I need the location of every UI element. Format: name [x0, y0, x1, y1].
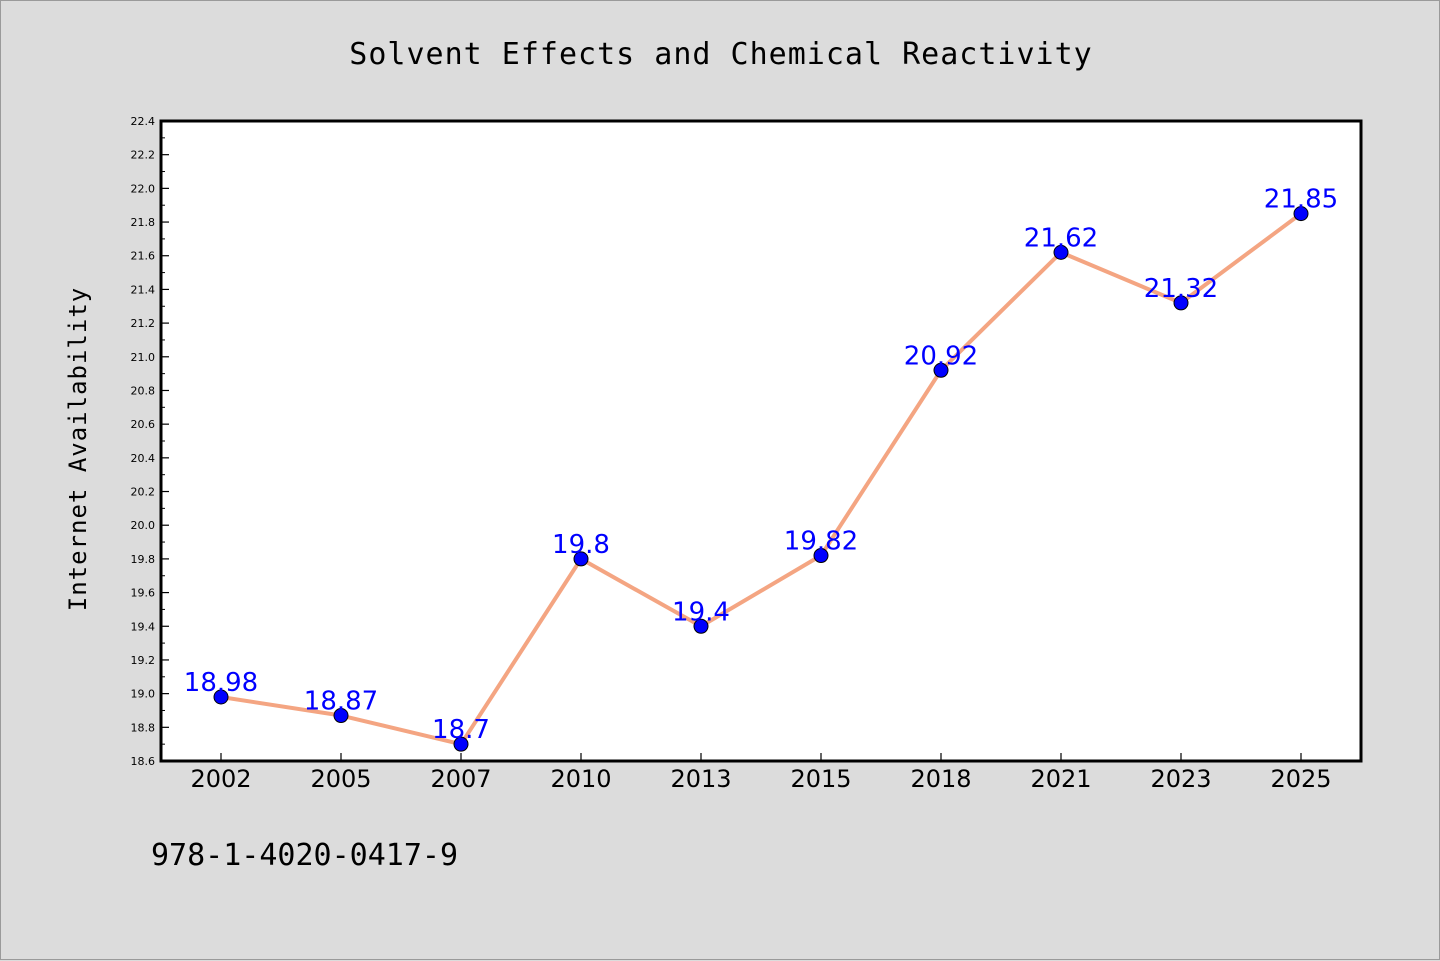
data-point — [1173, 295, 1189, 311]
x-tick-label: 2010 — [550, 765, 611, 793]
x-tick-label: 2007 — [430, 765, 491, 793]
data-point — [573, 551, 589, 567]
data-label: 18.98 — [184, 668, 258, 698]
data-label: 18.87 — [304, 687, 378, 717]
y-tick-label: 22.4 — [131, 115, 156, 128]
data-point — [333, 708, 349, 724]
series-layer: 18.98 18.87 18.7 19.8 19.4 19.82 20.92 21.62 21.… — [184, 185, 1338, 752]
x-tick-label: 2021 — [1030, 765, 1091, 793]
data-point — [213, 689, 229, 705]
y-tick-label: 21.6 — [131, 250, 156, 263]
y-tick-label: 19.4 — [131, 620, 156, 633]
y-tick-label: 21.4 — [131, 283, 156, 296]
data-point — [933, 362, 949, 378]
data-point — [1053, 244, 1069, 260]
x-tick-label: 2025 — [1270, 765, 1331, 793]
data-label: 19.4 — [672, 597, 730, 627]
data-label: 21.62 — [1024, 223, 1098, 253]
y-tick-label: 19.2 — [131, 654, 156, 667]
data-label: 18.7 — [432, 715, 490, 745]
x-tick-label: 2015 — [790, 765, 851, 793]
series-line — [220, 212, 1303, 747]
data-point — [453, 736, 469, 752]
y-tick-label: 21.8 — [131, 216, 156, 229]
y-tick-label: 18.6 — [131, 755, 156, 768]
data-point — [813, 548, 829, 564]
y-axis-label: Internet Availability — [64, 287, 92, 611]
isbn-footnote: 978-1-4020-0417-9 — [151, 838, 458, 873]
x-tick-label: 2018 — [910, 765, 971, 793]
data-label: 19.82 — [784, 527, 858, 557]
y-tick-label: 20.6 — [131, 418, 156, 431]
data-point — [693, 618, 709, 634]
y-tick-label: 22.0 — [131, 182, 156, 195]
plot-area — [159, 119, 1363, 763]
x-tick-label: 2005 — [310, 765, 371, 793]
chart-title: Solvent Effects and Chemical Reactivity — [349, 37, 1092, 72]
data-label: 21.85 — [1264, 185, 1338, 215]
y-tick-label: 22.2 — [131, 149, 156, 162]
data-label: 19.8 — [552, 530, 610, 560]
y-tick-label: 19.8 — [131, 553, 156, 566]
data-label: 21.32 — [1144, 274, 1218, 304]
y-tick-label: 20.4 — [131, 452, 156, 465]
y-tick-label: 19.0 — [131, 688, 156, 701]
y-tick-label: 19.6 — [131, 587, 156, 600]
x-tick-label: 2023 — [1150, 765, 1211, 793]
x-tick-label: 2002 — [190, 765, 251, 793]
x-axis: 2002 2005 2007 2010 2013 2015 2018 2021 2023 2025 — [190, 753, 1332, 793]
y-tick-label: 20.8 — [131, 384, 156, 397]
y-tick-label: 20.2 — [131, 486, 156, 499]
y-axis: 18.6 18.8 19.0 19.2 19.4 19.6 19.8 20.0 20.2 20.4… — [131, 115, 169, 768]
y-tick-label: 18.8 — [131, 721, 156, 734]
y-tick-label: 21.2 — [131, 317, 156, 330]
x-tick-label: 2013 — [670, 765, 731, 793]
y-tick-label: 20.0 — [131, 519, 156, 532]
data-point — [1293, 206, 1309, 222]
y-tick-label: 21.0 — [131, 351, 156, 364]
data-label: 20.92 — [904, 341, 978, 371]
